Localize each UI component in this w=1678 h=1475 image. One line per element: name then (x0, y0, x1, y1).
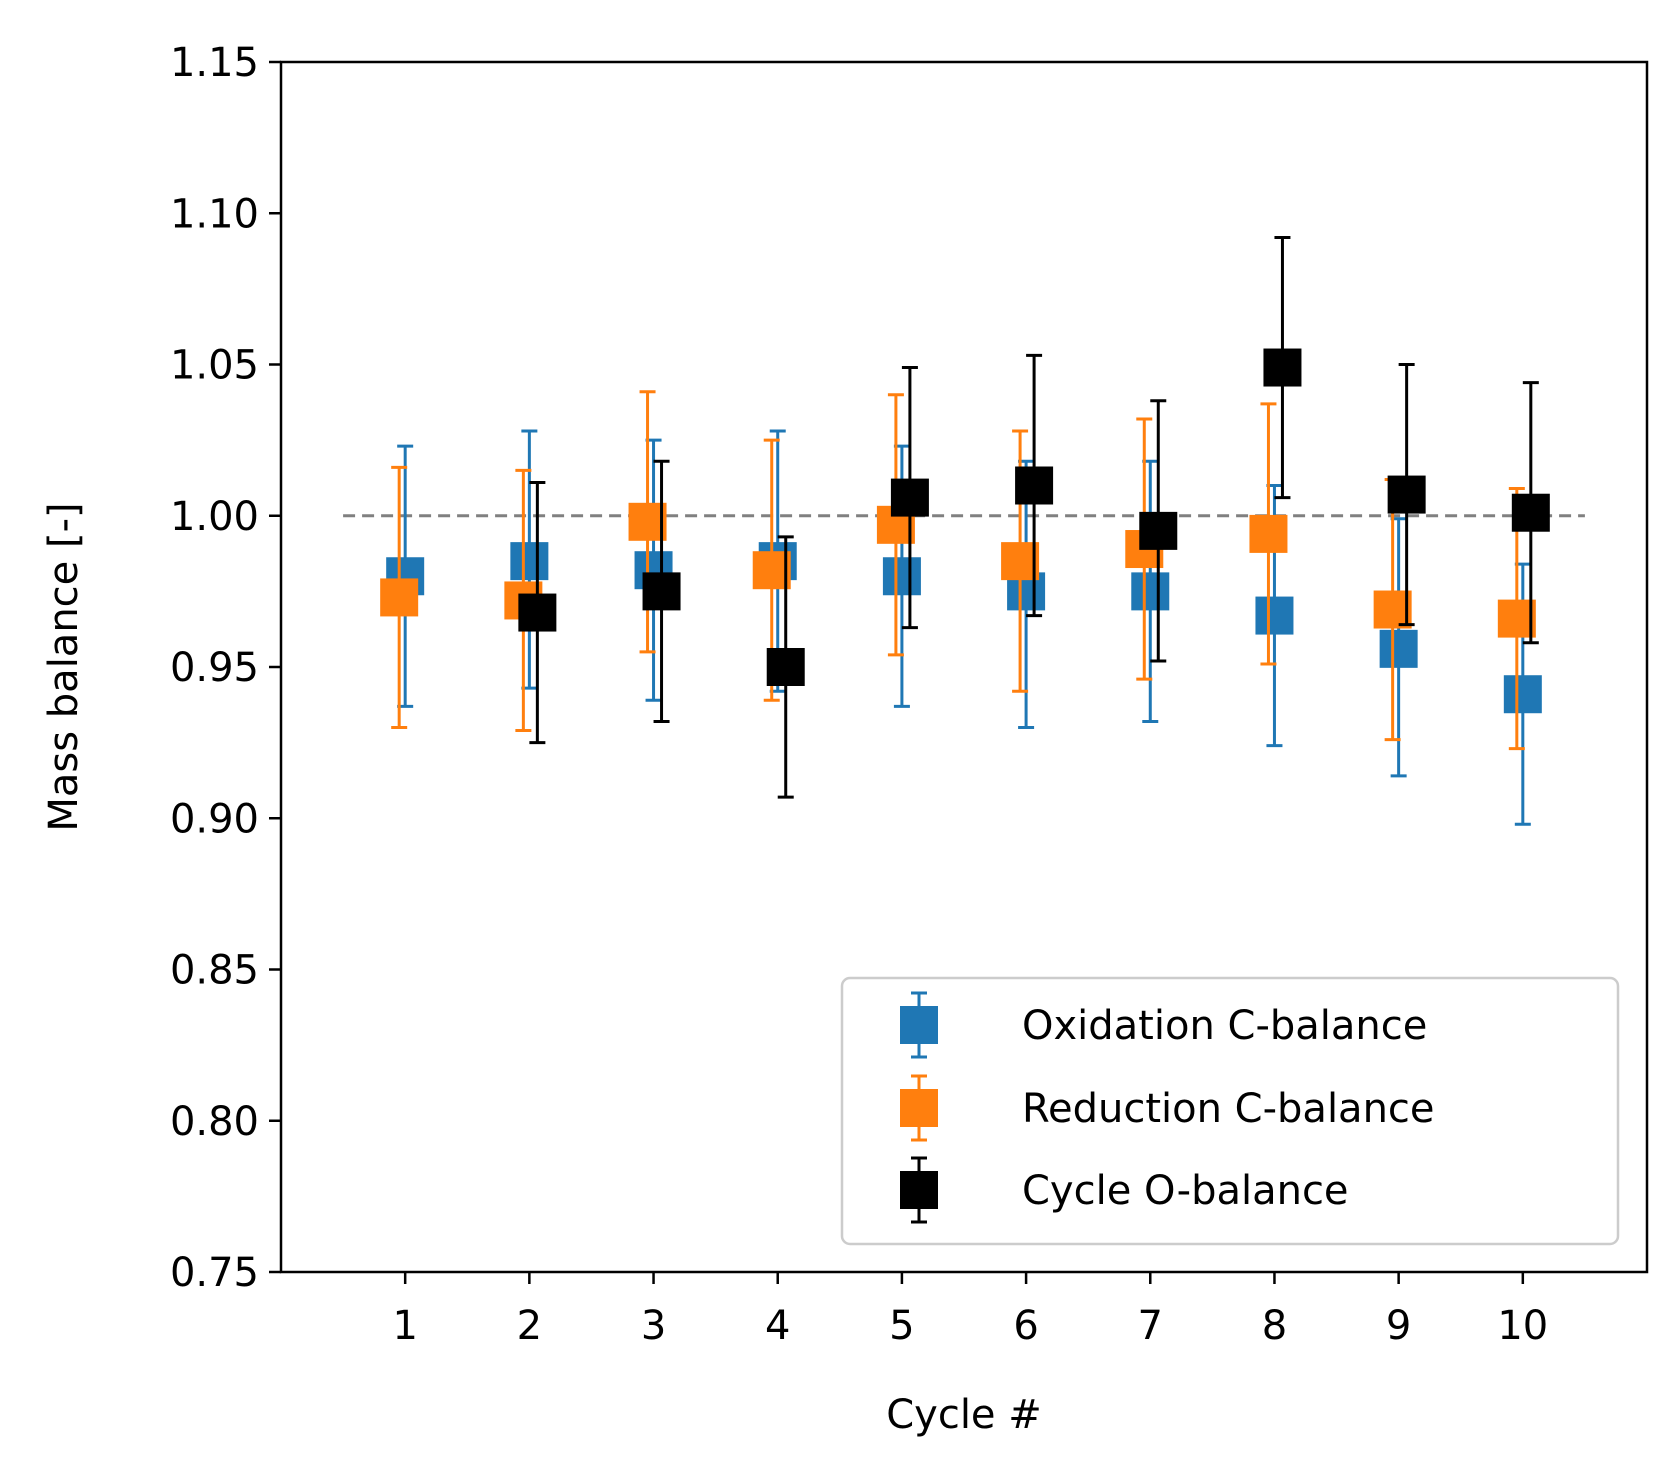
legend-marker (900, 1089, 938, 1127)
x-tick-label: 9 (1386, 1303, 1411, 1349)
data-point (1131, 572, 1170, 611)
x-tick-label: 6 (1013, 1303, 1038, 1349)
legend-label: Cycle O-balance (1022, 1168, 1349, 1214)
data-point (1249, 514, 1288, 553)
y-tick-label: 0.85 (170, 948, 259, 994)
data-point (882, 557, 921, 596)
data-point (1015, 466, 1054, 505)
legend: Oxidation C-balance Reduction C-balance Cy… (840, 976, 1620, 1246)
x-tick-label: 4 (765, 1303, 790, 1349)
legend-box (840, 976, 1620, 1246)
legend-marker (900, 1171, 938, 1209)
x-tick-label: 2 (517, 1303, 542, 1349)
data-point (1379, 629, 1418, 668)
x-tick-label: 8 (1262, 1303, 1287, 1349)
data-point (1139, 511, 1178, 550)
data-point (1263, 348, 1302, 387)
data-point (1387, 475, 1426, 514)
data-point (380, 578, 419, 617)
x-tick-label: 7 (1138, 1303, 1163, 1349)
series-layer (380, 235, 1550, 826)
data-point (510, 542, 549, 581)
data-point (518, 593, 557, 632)
y-tick-label: 0.95 (170, 645, 259, 691)
y-axis-label: Mass balance [-] (41, 502, 87, 831)
data-point (1255, 596, 1294, 635)
data-point (642, 572, 681, 611)
legend-marker (900, 1006, 938, 1044)
data-point (1503, 675, 1542, 714)
data-point (1511, 493, 1550, 532)
y-tick-label: 1.10 (170, 191, 259, 237)
x-tick-label: 3 (641, 1303, 666, 1349)
x-tick-label: 5 (889, 1303, 914, 1349)
y-tick-label: 0.80 (170, 1099, 259, 1145)
y-tick-label: 1.00 (170, 494, 259, 540)
y-tick-label: 1.05 (170, 343, 259, 389)
legend-label: Reduction C-balance (1022, 1086, 1435, 1132)
x-tick-label: 1 (392, 1303, 417, 1349)
y-tick-label: 1.15 (170, 40, 259, 86)
x-axis-label: Cycle # (886, 1392, 1042, 1438)
y-tick-label: 0.75 (170, 1250, 259, 1296)
y-tick-label: 0.90 (170, 796, 259, 842)
legend-label: Oxidation C-balance (1022, 1003, 1427, 1049)
y-axis: 0.75 0.80 0.85 0.90 0.95 1.00 1.05 1.10 1.15 (170, 40, 281, 1296)
x-tick-label: 10 (1497, 1303, 1548, 1349)
x-axis: 1 2 3 4 5 6 7 8 9 10 (392, 1272, 1548, 1349)
series-3 (518, 235, 1550, 799)
data-point (890, 478, 929, 517)
data-point (766, 648, 805, 686)
